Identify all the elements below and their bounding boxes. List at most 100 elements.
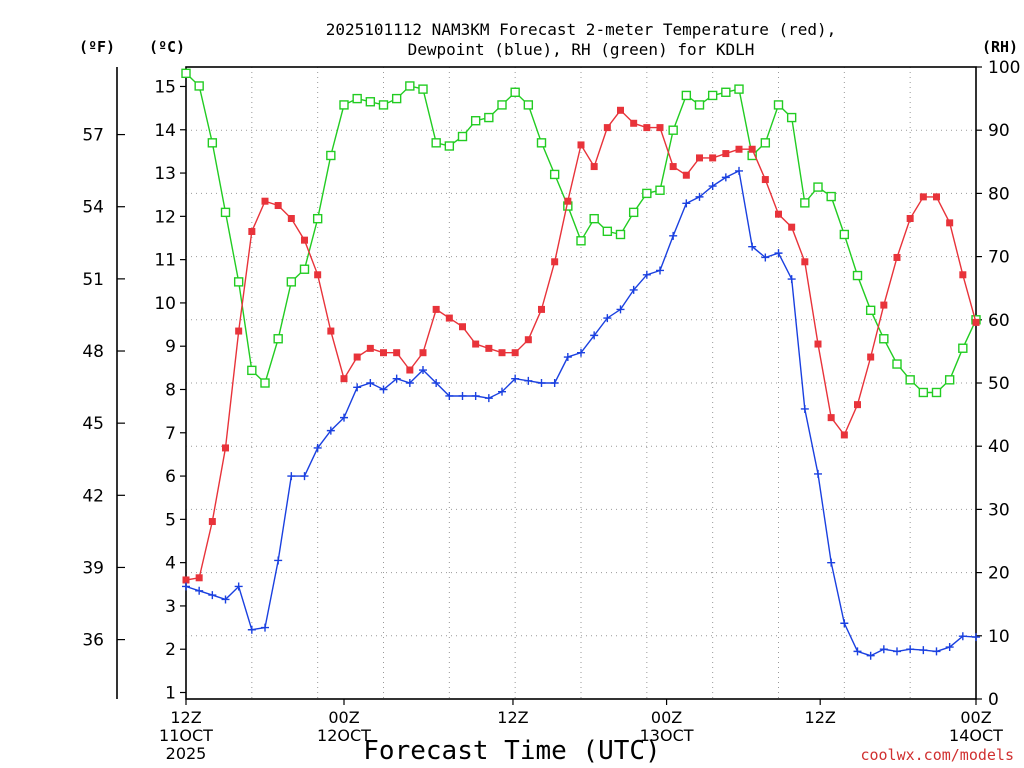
rh-point xyxy=(207,138,218,148)
rh-point xyxy=(760,138,771,148)
celsius-tick-label: 13 xyxy=(154,164,176,184)
dewpoint-point xyxy=(761,253,770,262)
temperature-point xyxy=(182,576,190,584)
temperature-point xyxy=(748,145,756,153)
celsius-tick-label: 5 xyxy=(165,510,176,530)
dewpoint-point xyxy=(326,426,335,435)
rh-point xyxy=(418,84,428,94)
dewpoint-point xyxy=(221,595,230,604)
time-tick-label: 12Z xyxy=(497,708,528,727)
temperature-point xyxy=(761,176,769,184)
celsius-tick-label: 12 xyxy=(154,207,176,227)
rh-point xyxy=(286,277,297,287)
celsius-tick-label: 3 xyxy=(165,597,176,617)
dewpoint-point xyxy=(563,353,572,362)
temperature-point xyxy=(274,202,282,210)
temperature-point xyxy=(959,271,967,279)
fahrenheit-tick-label: 36 xyxy=(82,631,104,651)
temperature-point xyxy=(524,336,532,344)
temperature-point xyxy=(946,219,954,227)
rh-point xyxy=(523,100,534,110)
temperature-point xyxy=(419,349,427,357)
rh-point xyxy=(339,100,349,110)
rh-point xyxy=(721,87,731,97)
temperature-point xyxy=(485,344,493,352)
dewpoint-point xyxy=(735,166,743,175)
credit-text: coolwx.com/models xyxy=(860,746,1014,764)
celsius-unit-label: (ºC) xyxy=(149,38,185,56)
rh-point xyxy=(615,229,626,240)
temperature-point xyxy=(880,301,888,309)
dewpoint-point xyxy=(247,625,256,634)
dewpoint-point xyxy=(340,413,348,422)
rh-point xyxy=(431,138,441,148)
temperature-point xyxy=(353,353,361,361)
rh-point xyxy=(220,207,231,218)
time-tick-label: 12Z xyxy=(170,708,201,727)
rh-point xyxy=(510,87,520,97)
dewpoint-point xyxy=(261,623,269,632)
dewpoint-point xyxy=(471,391,480,400)
rh-point xyxy=(549,169,560,180)
date-tick-label: 13OCT xyxy=(640,726,694,745)
rh-point xyxy=(233,277,244,287)
temperature-point xyxy=(867,353,875,361)
dewpoint-point xyxy=(616,305,625,314)
temperature-point xyxy=(301,236,308,244)
temperature-point xyxy=(538,305,545,313)
temperature-point xyxy=(603,124,611,132)
temperature-point xyxy=(498,349,506,357)
dewpoint-point xyxy=(827,558,836,567)
dewpoint-point xyxy=(287,472,296,481)
dewpoint-point xyxy=(629,285,638,294)
celsius-tick-label: 8 xyxy=(165,380,176,400)
rh-tick-label: 40 xyxy=(988,437,1010,457)
temperature-point xyxy=(801,258,809,266)
grid-lines xyxy=(186,67,976,699)
rh-tick-label: 0 xyxy=(988,690,999,710)
dewpoint-point xyxy=(682,199,691,208)
fahrenheit-tick-label: 51 xyxy=(82,270,104,290)
temperature-point xyxy=(590,163,598,171)
fahrenheit-tick-label: 42 xyxy=(82,486,104,506)
rh-point xyxy=(589,213,599,224)
temperature-point xyxy=(248,227,256,235)
dewpoint-point xyxy=(814,469,822,478)
dewpoint-point xyxy=(721,173,730,182)
rh-point xyxy=(800,198,810,208)
dewpoint-point xyxy=(405,379,414,387)
dewpoint-point xyxy=(669,231,678,240)
time-tick-label: 12Z xyxy=(805,708,836,727)
rh-series xyxy=(181,68,981,398)
fahrenheit-unit-label: (ºF) xyxy=(79,38,115,56)
rh-point xyxy=(905,375,915,385)
temperature-point xyxy=(775,210,782,218)
temperature-point xyxy=(406,366,414,374)
rh-tick-label: 90 xyxy=(988,121,1010,141)
rh-unit-label: (RH) xyxy=(982,38,1018,56)
celsius-tick-label: 7 xyxy=(165,424,176,444)
rh-point xyxy=(273,334,283,344)
dewpoint-point xyxy=(366,379,375,387)
fahrenheit-tick-label: 48 xyxy=(82,342,104,362)
fahrenheit-tick-label: 54 xyxy=(82,198,104,218)
rh-point xyxy=(655,185,665,195)
temperature-point xyxy=(261,197,269,205)
rh-point xyxy=(312,213,323,224)
temperature-point xyxy=(551,258,559,266)
dewpoint-point xyxy=(919,646,928,655)
dewpoint-point xyxy=(932,647,941,656)
time-tick-label: 00Z xyxy=(960,708,991,727)
dewpoint-point xyxy=(353,383,362,392)
rh-point xyxy=(628,207,639,218)
fahrenheit-tick-labels: 36 39 42 45 48 51 54 57 xyxy=(82,126,125,651)
rh-point xyxy=(194,81,204,91)
date-tick-label: 12OCT xyxy=(317,726,371,745)
dewpoint-point xyxy=(208,591,217,600)
rh-point xyxy=(576,236,586,246)
temperature-point xyxy=(840,431,848,439)
temperature-point xyxy=(472,340,480,348)
dewpoint-series xyxy=(182,166,980,660)
year-tick-label: 2025 xyxy=(166,744,207,763)
